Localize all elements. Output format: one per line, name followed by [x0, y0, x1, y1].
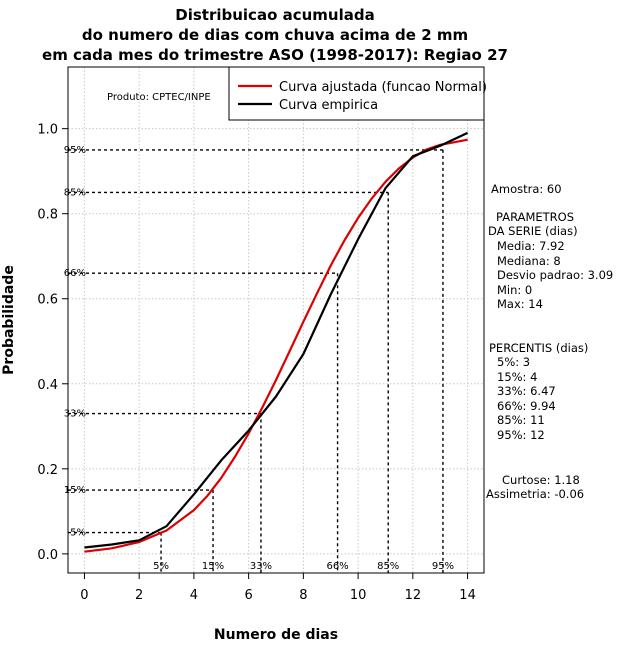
y-tick-label: 0.0: [37, 548, 58, 563]
percentile-y-label: 95%: [64, 145, 86, 156]
percentile-y-label: 15%: [64, 485, 86, 496]
params-subtitle: DA SERIE (dias): [488, 224, 578, 238]
y-tick-label: 0.4: [37, 378, 58, 393]
percentile-x-label: 85%: [377, 561, 399, 572]
series-empirical: [84, 131, 469, 549]
y-tick-label: 0.6: [37, 293, 58, 308]
percentile-y-label: 66%: [64, 268, 86, 279]
param-min: Min: 0: [497, 283, 532, 297]
x-tick-label: 4: [190, 588, 198, 603]
percentil-95: 95%: 12: [497, 428, 545, 442]
y-axis-label: Probabilidade: [1, 265, 17, 375]
side-panel: Amostra: 60 PARAMETROS DA SERIE (dias) M…: [486, 182, 613, 501]
chart-title-line-1: Distribuicao acumulada: [175, 6, 374, 24]
percentil-85: 85%: 11: [497, 413, 545, 427]
percentil-66: 66%: 9.94: [497, 399, 556, 413]
percentile-x-label: 15%: [202, 561, 224, 572]
param-mean: Media: 7.92: [497, 239, 565, 253]
x-tick-label: 12: [405, 588, 422, 603]
percentile-x-label: 5%: [153, 561, 169, 572]
y-tick-label: 0.8: [37, 208, 58, 223]
x-tick-label: 2: [135, 588, 143, 603]
legend-box: [228, 66, 485, 121]
x-tick-label: 6: [244, 588, 252, 603]
product-label: Produto: CPTEC/INPE: [107, 92, 211, 103]
param-std: Desvio padrao: 3.09: [497, 268, 613, 282]
chart-title-line-3: em cada mes do trimestre ASO (1998-2017)…: [42, 46, 508, 64]
skewness: Assimetria: -0.06: [486, 487, 584, 501]
x-axis-label: Numero de dias: [214, 627, 338, 643]
x-axis: 0 2 4 6 8 10 12 14: [80, 573, 476, 603]
x-tick-label: 14: [459, 588, 476, 603]
sample-size: Amostra: 60: [491, 182, 562, 196]
legend-label-fitted: Curva ajustada (funcao Normal): [279, 80, 487, 95]
percentis-title: PERCENTIS (dias): [489, 341, 588, 355]
percentile-x-label: 33%: [250, 561, 272, 572]
kurtosis: Curtose: 1.18: [502, 473, 580, 487]
y-tick-label: 1.0: [37, 123, 58, 138]
legend-label-empirical: Curva empirica: [279, 98, 378, 113]
percentil-33: 33%: 6.47: [497, 384, 556, 398]
x-tick-label: 10: [350, 588, 367, 603]
param-max: Max: 14: [497, 297, 543, 311]
percentile-guides: 5% 5% 15% 15% 33% 33% 66% 66% 85% 85% 95% 95%: [64, 145, 454, 573]
percentile-x-label: 95%: [432, 561, 454, 572]
param-median: Mediana: 8: [497, 254, 561, 268]
legend: Curva ajustada (funcao Normal) Curva emp…: [228, 66, 487, 121]
series-lines: [84, 131, 469, 553]
y-tick-label: 0.2: [37, 463, 58, 478]
percentil-5: 5%: 3: [497, 355, 530, 369]
y-axis: 0.0 0.2 0.4 0.6 0.8 1.0: [37, 123, 68, 563]
percentile-y-label: 85%: [64, 187, 86, 198]
plot-frame: [67, 66, 485, 574]
x-tick-label: 8: [299, 588, 307, 603]
percentil-15: 15%: 4: [497, 370, 537, 384]
percentile-x-label: 66%: [326, 561, 348, 572]
percentile-y-label: 5%: [70, 528, 86, 539]
x-tick-label: 0: [80, 588, 88, 603]
grid: [68, 67, 484, 573]
chart-title-line-2: do numero de dias com chuva acima de 2 m…: [82, 26, 468, 44]
percentile-y-label: 33%: [64, 409, 86, 420]
params-title: PARAMETROS: [496, 210, 574, 224]
